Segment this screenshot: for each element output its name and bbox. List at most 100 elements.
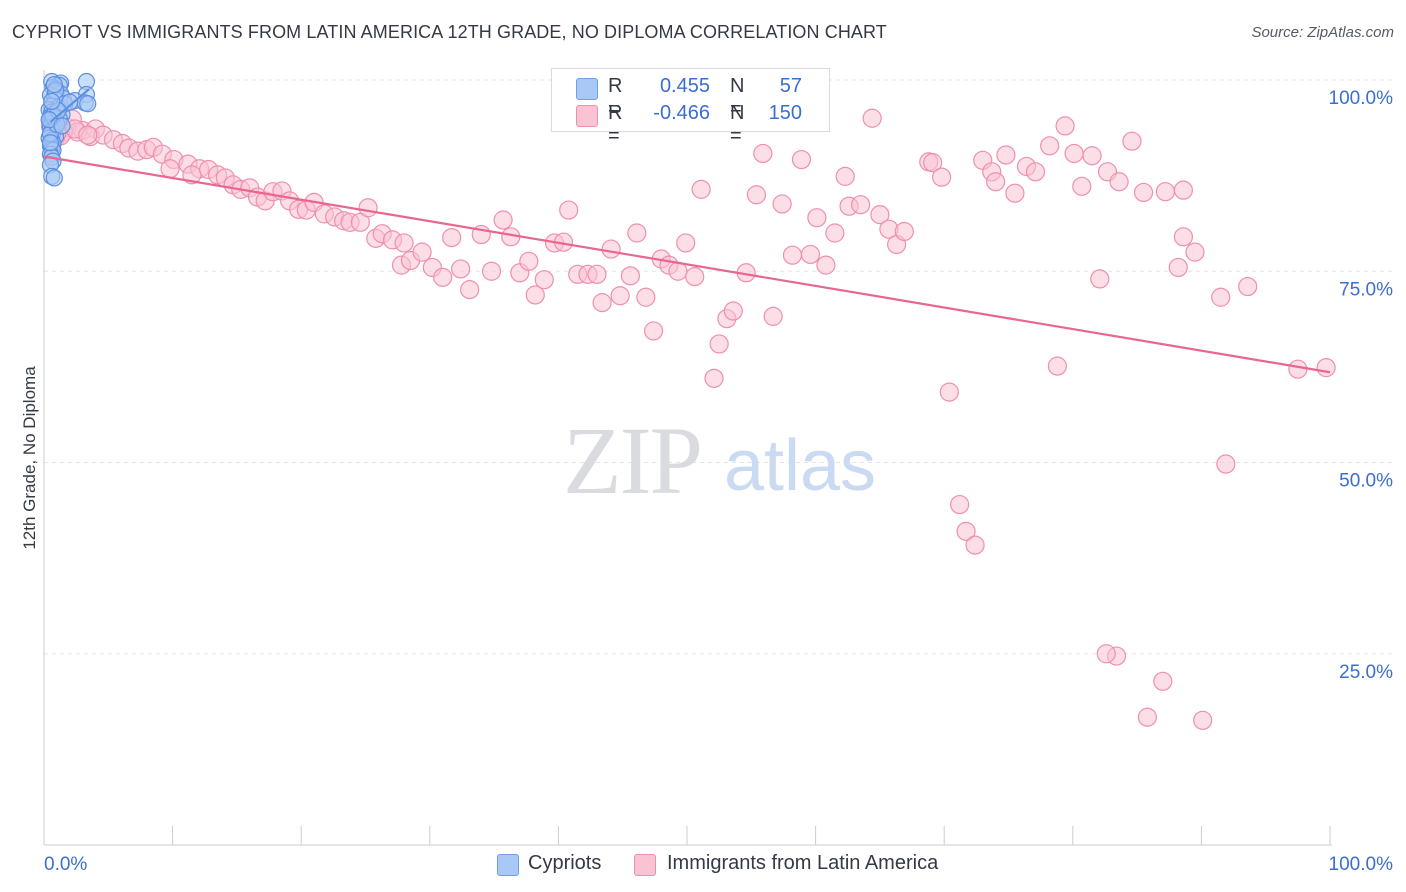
legend-swatch-cypriots — [576, 78, 598, 100]
data-point-immigrants — [1173, 227, 1193, 247]
data-point-immigrants — [1216, 454, 1236, 474]
gridlines — [44, 79, 1392, 655]
data-point-immigrants — [1185, 242, 1205, 262]
immigrants-points — [40, 105, 1336, 730]
legend-n-label: N = — [730, 102, 745, 147]
data-point-immigrants — [643, 321, 664, 341]
data-point-immigrants — [78, 125, 98, 145]
data-point-immigrants — [1082, 146, 1102, 166]
data-point-immigrants — [620, 266, 641, 286]
data-point-immigrants — [1005, 183, 1025, 203]
data-point-immigrants — [1288, 359, 1308, 379]
trend-line-cypriots — [49, 88, 90, 123]
data-point-immigrants — [519, 251, 539, 271]
tick-labels: 100.0% 75.0% 50.0% 25.0% 0.0% 100.0% — [44, 88, 1393, 875]
data-point-immigrants — [1133, 182, 1154, 203]
watermark: ZIP atlas — [563, 407, 876, 514]
legend-n-value: 57 — [779, 75, 802, 97]
data-point-immigrants — [753, 143, 773, 164]
data-point-immigrants — [965, 535, 985, 555]
data-point-immigrants — [559, 200, 579, 220]
data-point-immigrants — [610, 286, 630, 306]
data-point-cypriots — [45, 75, 63, 94]
watermark-atlas: atlas — [724, 426, 876, 506]
data-point-immigrants — [481, 261, 502, 281]
data-point-immigrants — [685, 267, 705, 287]
data-point-immigrants — [894, 221, 914, 242]
data-point-immigrants — [1025, 162, 1046, 182]
data-point-immigrants — [691, 179, 711, 199]
data-point-immigrants — [587, 264, 607, 284]
x-tick-label: 0.0% — [44, 854, 87, 875]
data-point-cypriots — [79, 95, 97, 113]
correlation-legend: R = 0.455 N = 57 R = -0.466 N = 150 — [551, 68, 830, 147]
legend-r-value: -0.466 — [653, 102, 710, 124]
data-point-immigrants — [160, 159, 180, 179]
legend-swatch-cypriots — [497, 854, 519, 876]
data-point-immigrants — [1153, 671, 1173, 691]
data-point-immigrants — [1090, 269, 1110, 289]
data-point-immigrants — [772, 194, 792, 214]
data-point-immigrants — [1168, 257, 1188, 278]
data-point-cypriots — [53, 117, 71, 135]
legend-swatch-immigrants — [576, 105, 598, 127]
legend-swatch-immigrants — [634, 854, 656, 876]
legend-n-label: N = — [730, 75, 745, 120]
data-point-immigrants — [1155, 182, 1175, 202]
data-point-immigrants — [412, 242, 432, 262]
data-point-immigrants — [791, 149, 812, 170]
data-point-immigrants — [433, 267, 453, 287]
data-point-immigrants — [800, 244, 821, 265]
y-tick-label: 25.0% — [1339, 662, 1393, 683]
y-tick-label: 50.0% — [1339, 471, 1393, 492]
data-point-immigrants — [950, 494, 970, 515]
data-point-immigrants — [460, 280, 480, 300]
data-point-immigrants — [1122, 131, 1142, 151]
data-point-immigrants — [782, 245, 803, 265]
data-point-immigrants — [851, 195, 871, 215]
chart-title: CYPRIOT VS IMMIGRANTS FROM LATIN AMERICA… — [12, 22, 887, 42]
legend-label-immigrants: Immigrants from Latin America — [667, 852, 939, 874]
data-point-immigrants — [1316, 358, 1336, 378]
data-point-cypriots — [43, 92, 61, 111]
data-point-immigrants — [862, 108, 882, 128]
data-point-immigrants — [1055, 116, 1075, 136]
data-point-immigrants — [807, 208, 827, 228]
legend-label-cypriots: Cypriots — [528, 852, 602, 874]
data-point-immigrants — [996, 145, 1016, 165]
data-point-immigrants — [451, 259, 471, 279]
data-point-immigrants — [932, 167, 952, 187]
data-point-immigrants — [627, 223, 647, 243]
y-axis-label: 12th Grade, No Diploma — [20, 366, 39, 550]
legend-r-label: R = — [608, 75, 623, 120]
data-point-immigrants — [534, 270, 554, 290]
data-point-immigrants — [723, 301, 743, 321]
y-tick-label: 75.0% — [1339, 279, 1393, 300]
data-point-immigrants — [956, 521, 976, 541]
data-point-immigrants — [636, 287, 656, 307]
series-legend: Cypriots Immigrants from Latin America — [0, 852, 1406, 878]
data-point-immigrants — [1211, 287, 1231, 307]
data-point-immigrants — [676, 233, 696, 253]
data-point-immigrants — [394, 233, 414, 253]
data-point-immigrants — [358, 198, 378, 218]
data-point-immigrants — [923, 153, 943, 173]
data-point-immigrants — [1173, 180, 1193, 200]
data-point-immigrants — [870, 205, 890, 225]
data-point-immigrants — [816, 255, 836, 275]
data-point-cypriots — [61, 93, 79, 111]
data-point-cypriots — [45, 169, 63, 187]
data-point-immigrants — [763, 306, 783, 326]
data-point-immigrants — [1193, 710, 1213, 730]
trend-lines — [43, 88, 1331, 374]
data-point-immigrants — [601, 239, 621, 259]
data-point-immigrants — [1064, 143, 1084, 164]
watermark-zip: ZIP — [563, 407, 701, 514]
data-point-immigrants — [1137, 707, 1157, 727]
data-point-immigrants — [825, 223, 845, 243]
data-point-immigrants — [1109, 172, 1129, 192]
data-point-immigrants — [525, 285, 545, 305]
data-point-immigrants — [1096, 644, 1116, 664]
data-point-immigrants — [1072, 176, 1092, 196]
legend-r-value: 0.455 — [659, 75, 710, 97]
